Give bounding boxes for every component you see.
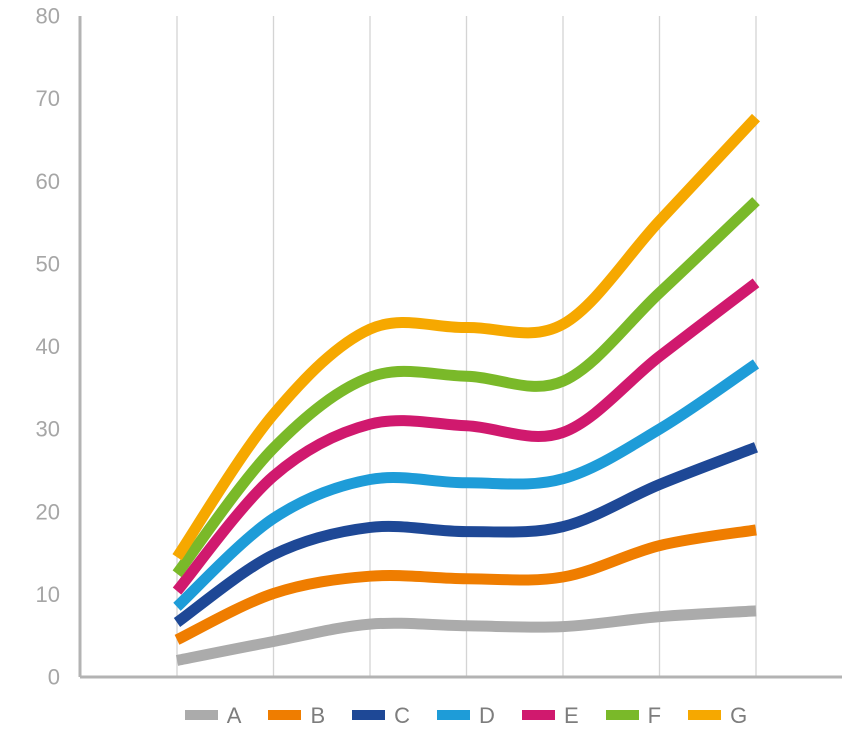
legend-swatch-D xyxy=(437,710,471,720)
y-tick-label: 80 xyxy=(36,4,60,29)
legend-label-B: B xyxy=(310,703,326,728)
y-tick-label: 20 xyxy=(36,499,60,524)
legend-label-F: F xyxy=(647,703,662,728)
y-tick-label: 0 xyxy=(48,665,60,690)
legend-item-E: E xyxy=(521,703,579,728)
legend-swatch-B xyxy=(268,710,302,720)
series-line-B xyxy=(174,524,757,645)
series-line-C xyxy=(173,442,758,627)
legend-item-G: G xyxy=(688,703,747,727)
legend-item-B: B xyxy=(268,703,325,727)
legend-label-A: A xyxy=(226,703,242,728)
y-tick-label: 10 xyxy=(36,582,60,607)
series-line-G xyxy=(172,113,761,561)
legend-label-G: G xyxy=(730,703,748,728)
legend-label-C: C xyxy=(394,703,411,728)
y-tick-label: 30 xyxy=(36,417,60,442)
legend-item-A: A xyxy=(184,703,242,728)
series-line-D xyxy=(173,359,760,611)
series-lines xyxy=(172,113,761,666)
legend-swatch-C xyxy=(352,710,386,720)
legend-swatch-G xyxy=(688,710,722,720)
legend-swatch-E xyxy=(521,710,555,720)
gridlines xyxy=(176,16,757,676)
legend: A B C D E F G xyxy=(90,703,842,727)
series-line-F xyxy=(172,197,760,578)
y-axis-tick-labels: 0 10 20 30 40 50 60 70 80 xyxy=(36,4,60,690)
legend-item-F: F xyxy=(605,703,662,728)
series-line-E xyxy=(172,278,760,595)
y-tick-label: 60 xyxy=(36,169,60,194)
y-tick-label: 50 xyxy=(36,251,60,276)
y-tick-label: 70 xyxy=(36,86,60,111)
legend-label-D: D xyxy=(479,703,495,728)
legend-item-D: D xyxy=(437,703,495,727)
legend-item-C: C xyxy=(352,703,410,727)
legend-swatch-A xyxy=(184,710,218,720)
legend-label-E: E xyxy=(563,703,579,728)
legend-swatch-F xyxy=(605,710,639,720)
series-line-A xyxy=(175,605,757,666)
y-tick-label: 40 xyxy=(36,334,60,359)
